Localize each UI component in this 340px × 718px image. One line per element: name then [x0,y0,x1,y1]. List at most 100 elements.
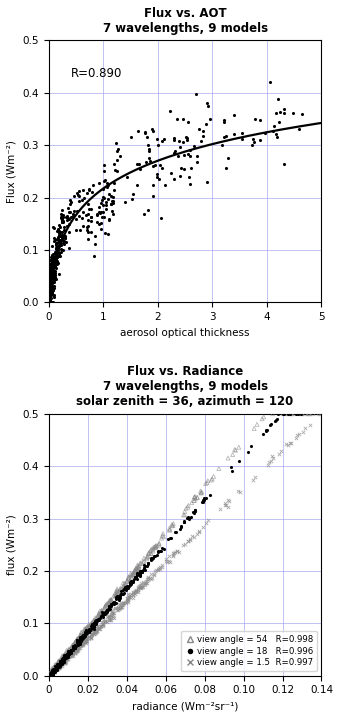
Point [49,264,55,275]
view angle = 54   R=0.998 [81,627,87,638]
view angle = 1.5  R=0.997 [86,631,92,643]
Point [50,275,55,286]
Point [152,159,158,171]
Point [59,205,65,216]
view angle = 18   R=0.996 [134,571,139,582]
view angle = 1.5  R=0.997 [51,666,57,677]
view angle = 1.5  R=0.997 [55,660,61,671]
view angle = 18   R=0.996 [99,607,104,618]
Point [194,156,200,167]
Point [53,251,58,263]
view angle = 18   R=0.996 [181,516,187,527]
view angle = 54   R=0.998 [150,545,156,556]
view angle = 1.5  R=0.997 [56,661,62,672]
view angle = 1.5  R=0.997 [88,631,94,643]
view angle = 1.5  R=0.997 [67,651,72,663]
view angle = 18   R=0.996 [72,643,77,654]
view angle = 1.5  R=0.997 [117,602,122,614]
view angle = 54   R=0.998 [70,640,75,651]
view angle = 54   R=0.998 [120,577,126,589]
Point [48,287,54,299]
view angle = 18   R=0.996 [48,666,54,678]
Point [53,247,59,258]
Point [51,263,56,274]
Point [47,295,53,307]
view angle = 1.5  R=0.997 [167,550,172,561]
view angle = 54   R=0.998 [99,606,104,617]
view angle = 18   R=0.996 [137,567,143,579]
view angle = 1.5  R=0.997 [217,503,223,515]
Point [142,208,147,220]
view angle = 1.5  R=0.997 [110,611,116,623]
view angle = 1.5  R=0.997 [172,546,177,558]
view angle = 18   R=0.996 [105,604,111,615]
Point [47,289,52,300]
view angle = 1.5  R=0.997 [56,663,61,674]
Point [48,274,54,286]
view angle = 18   R=0.996 [59,658,64,670]
Point [53,253,58,264]
view angle = 18   R=0.996 [80,630,85,642]
view angle = 54   R=0.998 [66,649,71,661]
view angle = 54   R=0.998 [135,559,140,571]
view angle = 1.5  R=0.997 [287,437,292,449]
view angle = 1.5  R=0.997 [83,638,88,649]
view angle = 18   R=0.996 [77,636,82,648]
view angle = 18   R=0.996 [61,653,66,664]
view angle = 18   R=0.996 [110,597,116,608]
view angle = 54   R=0.998 [115,585,121,597]
view angle = 54   R=0.998 [141,552,147,564]
Point [109,195,115,207]
Point [52,271,57,282]
Point [146,204,151,215]
view angle = 1.5  R=0.997 [61,653,66,665]
view angle = 1.5  R=0.997 [131,587,136,599]
view angle = 1.5  R=0.997 [59,658,65,669]
Point [48,293,53,304]
view angle = 1.5  R=0.997 [289,437,294,449]
view angle = 18   R=0.996 [64,650,69,661]
view angle = 54   R=0.998 [98,607,104,619]
Point [54,242,59,253]
view angle = 54   R=0.998 [64,649,70,661]
Point [86,208,91,219]
view angle = 18   R=0.996 [57,658,63,669]
view angle = 1.5  R=0.997 [164,556,169,567]
Point [222,116,227,127]
Point [53,250,58,261]
view angle = 54   R=0.998 [192,491,198,503]
Point [51,265,56,276]
view angle = 18   R=0.996 [73,640,79,652]
view angle = 18   R=0.996 [203,492,208,503]
view angle = 54   R=0.998 [102,602,107,614]
view angle = 54   R=0.998 [97,609,103,620]
view angle = 1.5  R=0.997 [296,429,302,440]
view angle = 54   R=0.998 [136,561,142,572]
view angle = 54   R=0.998 [78,630,83,641]
Point [47,290,52,302]
Point [57,221,63,233]
view angle = 18   R=0.996 [71,641,76,653]
view angle = 1.5  R=0.997 [197,525,202,536]
view angle = 1.5  R=0.997 [100,617,105,629]
Point [86,203,91,215]
view angle = 18   R=0.996 [80,632,86,643]
Point [84,187,90,198]
view angle = 1.5  R=0.997 [59,654,65,666]
Point [48,292,53,303]
view angle = 18   R=0.996 [92,617,98,629]
view angle = 18   R=0.996 [178,521,184,532]
Text: R=0.890: R=0.890 [70,67,122,80]
view angle = 18   R=0.996 [52,661,57,672]
Point [55,237,60,248]
view angle = 18   R=0.996 [78,632,83,643]
view angle = 1.5  R=0.997 [99,618,104,630]
Point [102,166,107,177]
Point [49,258,55,270]
view angle = 1.5  R=0.997 [84,635,89,646]
view angle = 54   R=0.998 [119,584,125,595]
view angle = 18   R=0.996 [62,651,67,662]
view angle = 1.5  R=0.997 [73,648,78,659]
Point [46,297,52,308]
view angle = 18   R=0.996 [127,578,132,589]
